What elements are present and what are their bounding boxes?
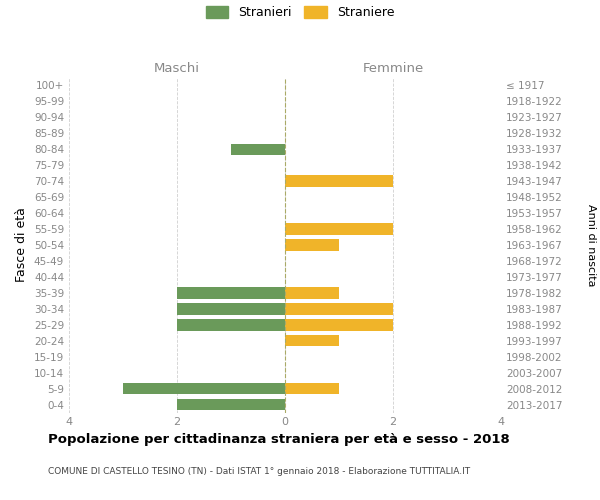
Text: Femmine: Femmine bbox=[362, 62, 424, 75]
Bar bbox=[285, 303, 393, 314]
Legend: Stranieri, Straniere: Stranieri, Straniere bbox=[206, 6, 394, 20]
Bar bbox=[231, 144, 285, 155]
Bar bbox=[285, 287, 339, 298]
Bar bbox=[285, 240, 339, 250]
Text: COMUNE DI CASTELLO TESINO (TN) - Dati ISTAT 1° gennaio 2018 - Elaborazione TUTTI: COMUNE DI CASTELLO TESINO (TN) - Dati IS… bbox=[48, 468, 470, 476]
Bar bbox=[285, 319, 393, 330]
Text: Anni di nascita: Anni di nascita bbox=[586, 204, 596, 286]
Bar bbox=[177, 319, 285, 330]
Bar bbox=[285, 224, 393, 235]
Bar bbox=[285, 176, 393, 187]
Bar bbox=[123, 383, 285, 394]
Bar bbox=[177, 303, 285, 314]
Bar bbox=[285, 383, 339, 394]
Bar bbox=[285, 335, 339, 346]
Text: Maschi: Maschi bbox=[154, 62, 200, 75]
Text: Popolazione per cittadinanza straniera per età e sesso - 2018: Popolazione per cittadinanza straniera p… bbox=[48, 432, 510, 446]
Y-axis label: Fasce di età: Fasce di età bbox=[16, 208, 28, 282]
Bar bbox=[177, 287, 285, 298]
Bar bbox=[177, 399, 285, 410]
